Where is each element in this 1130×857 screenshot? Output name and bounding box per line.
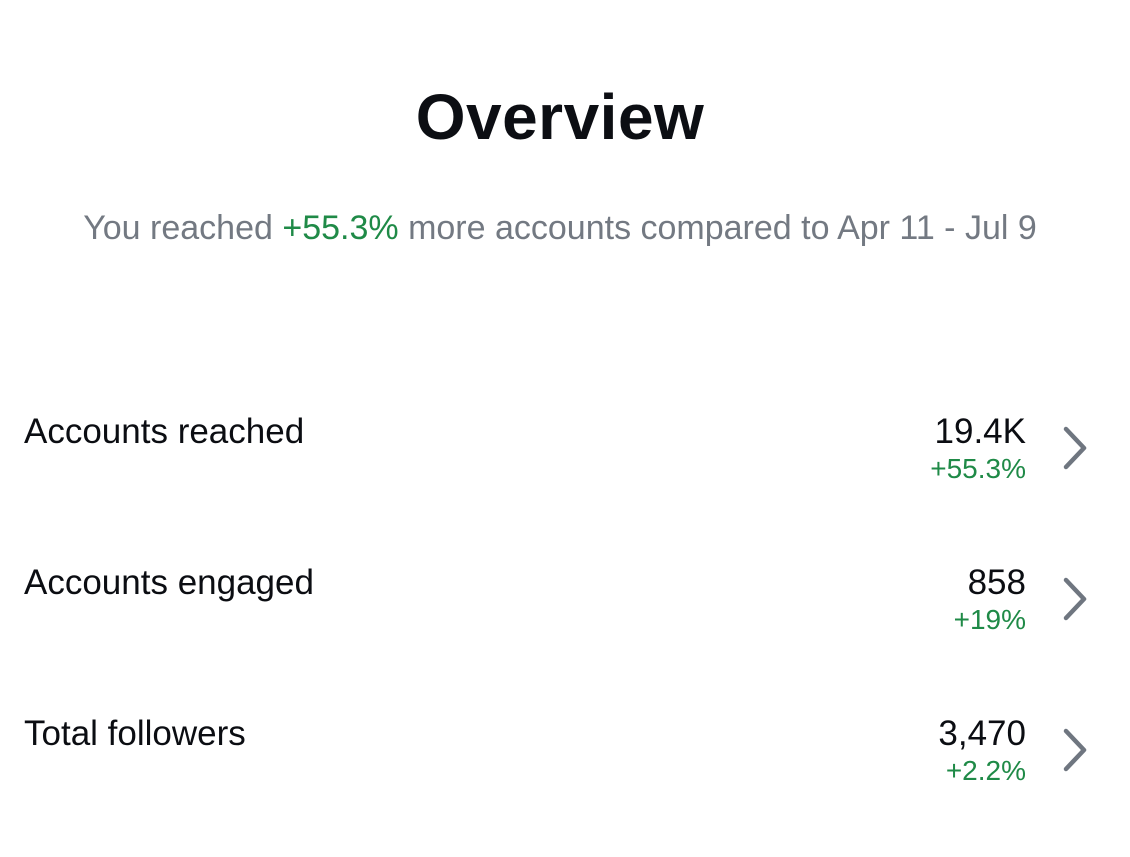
metric-value: 3,470: [938, 714, 1026, 753]
chevron-right-icon[interactable]: [1058, 726, 1094, 774]
chevron-right-icon[interactable]: [1058, 575, 1094, 623]
reach-summary: You reached +55.3% more accounts compare…: [70, 207, 1050, 250]
metric-label: Total followers: [24, 714, 246, 753]
summary-suffix: more accounts compared to Apr 11 - Jul 9: [398, 209, 1037, 247]
summary-prefix: You reached: [83, 209, 283, 247]
metric-label: Accounts reached: [24, 412, 305, 451]
metric-change: +19%: [953, 604, 1026, 635]
metric-change: +55.3%: [930, 453, 1026, 484]
metric-row-accounts-reached[interactable]: Accounts reached 19.4K +55.3%: [0, 410, 1130, 530]
chevron-right-icon[interactable]: [1058, 424, 1094, 472]
metric-row-accounts-engaged[interactable]: Accounts engaged 858 +19%: [0, 561, 1130, 681]
page-title: Overview: [415, 81, 705, 153]
summary-highlight: +55.3%: [282, 209, 399, 247]
metric-change: +2.2%: [945, 755, 1026, 786]
metric-row-total-followers[interactable]: Total followers 3,470 +2.2%: [0, 712, 1130, 832]
metric-value: 19.4K: [934, 412, 1026, 451]
metric-value: 858: [967, 563, 1026, 602]
metric-label: Accounts engaged: [24, 563, 314, 602]
